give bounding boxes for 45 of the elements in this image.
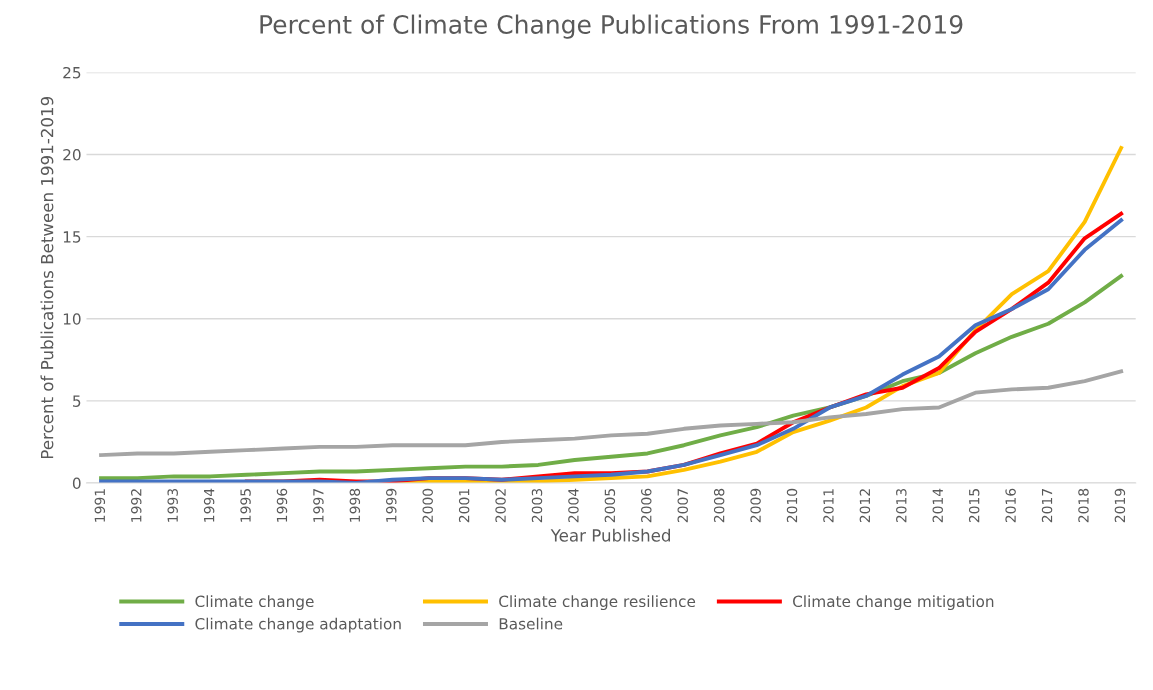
x-tick-label: 1997: [313, 489, 324, 522]
y-tick-label: 5: [73, 395, 81, 407]
y-tick-label: 15: [63, 231, 81, 243]
x-tick-label: 2014: [932, 488, 943, 523]
y-tick-label: 10: [63, 313, 81, 325]
x-tick-label: 2016: [1005, 488, 1016, 523]
x-tick-label: 2003: [531, 488, 543, 523]
x-tick-label: 1995: [240, 489, 251, 522]
legend-label: Climate change mitigation: [793, 595, 994, 611]
x-tick-label: 1996: [276, 488, 288, 522]
legend-label: Climate change: [195, 595, 314, 611]
line-series: [99, 369, 1124, 458]
legend-label: Climate change resilience: [499, 595, 696, 611]
x-tick-label: 2007: [677, 489, 688, 523]
x-tick-label: 1998: [349, 488, 361, 522]
x-tick-label: 2006: [641, 488, 652, 523]
legend-label: Climate change adaptation: [195, 617, 401, 633]
x-tick-label: 2008: [713, 488, 725, 523]
legend-label: Baseline: [499, 617, 563, 630]
x-tick-label: 1992: [131, 489, 142, 522]
y-axis-title: Percent of Publications Between 1991-2019: [40, 96, 54, 459]
x-tick-label: 2018: [1078, 488, 1089, 523]
x-tick-label: 2002: [495, 489, 506, 523]
x-tick-label: 1991: [94, 489, 106, 522]
x-tick-label: 2009: [750, 488, 761, 523]
x-tick-label: 2010: [786, 488, 798, 523]
y-tick-label: 20: [63, 149, 81, 161]
x-tick-label: 2013: [896, 488, 907, 523]
y-tick-label: 25: [63, 66, 81, 79]
x-tick-label: 1993: [167, 488, 178, 522]
x-tick-label: 2012: [859, 489, 871, 523]
x-tick-label: 2017: [1041, 489, 1053, 523]
x-tick-label: 2005: [604, 489, 616, 523]
x-tick-label: 1999: [386, 488, 397, 522]
x-tick-label: 1994: [203, 488, 215, 522]
x-tick-label: 2015: [968, 489, 980, 523]
x-tick-label: 2011: [823, 489, 834, 523]
x-tick-label: 2000: [422, 488, 433, 523]
line-series: [99, 218, 1124, 483]
x-tick-label: 2004: [568, 488, 579, 523]
x-axis-title: Year Published: [550, 528, 670, 542]
x-tick-label: 2019: [1114, 488, 1126, 523]
chart-title: Percent of Climate Change Publications From 1991-2019: [260, 14, 963, 39]
y-tick-label: 0: [72, 477, 81, 490]
x-tick-label: 2001: [458, 489, 470, 523]
